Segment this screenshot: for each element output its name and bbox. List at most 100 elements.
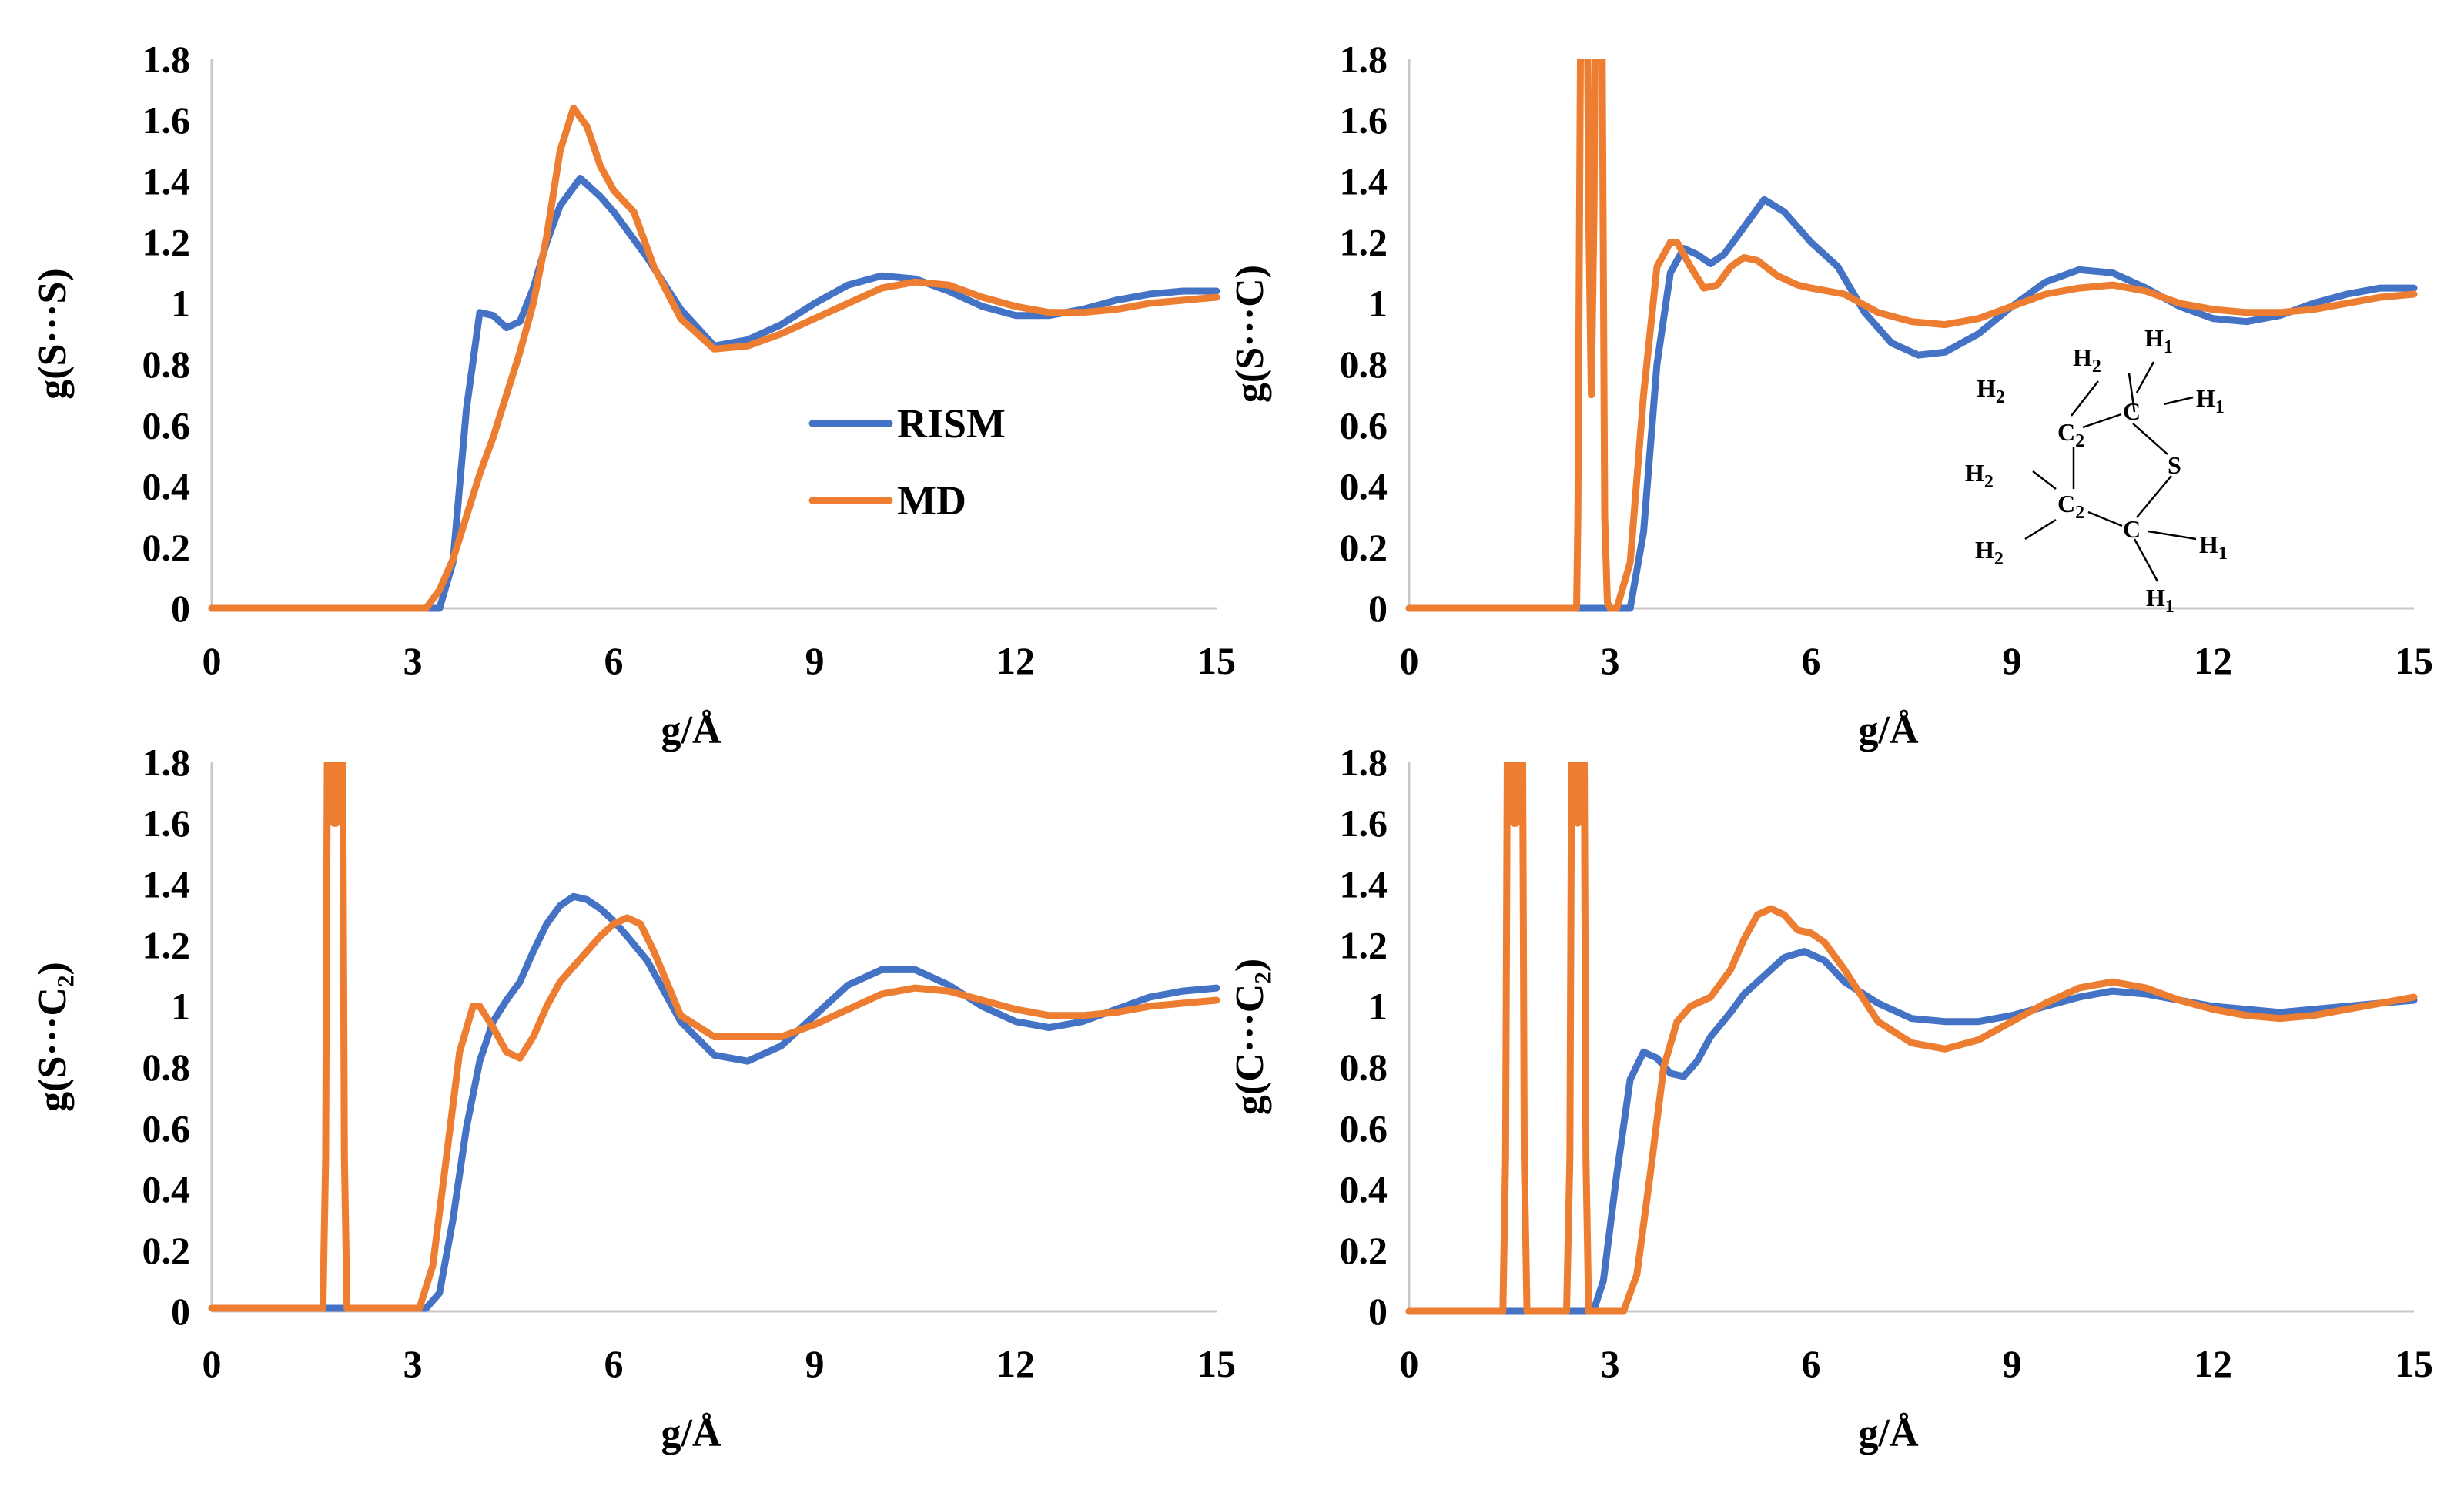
legend-label-md: MD (897, 477, 966, 524)
y-tick-label: 1.8 (142, 741, 191, 784)
x-tick-label: 12 (996, 1342, 1035, 1385)
y-tick-label: 1.2 (142, 221, 191, 264)
x-tick-label: 9 (805, 1342, 825, 1385)
y-tick-label: 1.8 (1340, 741, 1388, 784)
x-tick-label: 0 (203, 639, 222, 682)
legend-label-rism: RISM (897, 400, 1006, 447)
x-tick-label: 6 (1802, 639, 1821, 682)
y-tick-label: 1.6 (142, 99, 191, 142)
atom-h2-top: H2 (2073, 343, 2101, 377)
x-tick-label: 12 (2194, 639, 2232, 682)
y-tick-label: 1 (1368, 282, 1388, 325)
y-tick-label: 0.4 (1340, 1168, 1388, 1211)
y-tick-label: 0.8 (142, 343, 191, 386)
y-tick-label: 0.4 (142, 465, 191, 508)
x-tick-label: 3 (1601, 639, 1620, 682)
y-axis-title: g(C···C₂) (1228, 959, 1272, 1115)
y-tick-label: 0 (171, 1290, 190, 1333)
y-tick-label: 0 (1368, 587, 1388, 630)
y-tick-label: 1.2 (1340, 924, 1388, 967)
series-line-rism (208, 175, 1220, 612)
y-tick-label: 1.4 (142, 159, 191, 203)
atom-c2-lower: C2 (2057, 490, 2084, 523)
x-tick-label: 3 (403, 639, 423, 682)
atom-h1-lower-right: H1 (2199, 531, 2228, 564)
y-tick-label: 1 (1368, 985, 1388, 1028)
y-tick-label: 1.4 (1340, 159, 1388, 203)
y-tick-label: 0.6 (142, 403, 191, 447)
atom-h2-top-left: H2 (1977, 374, 2005, 407)
atom-c-lower: C (2123, 515, 2141, 543)
x-axis-title: g/Å (661, 1411, 721, 1455)
atom-c-upper: C (2123, 397, 2141, 425)
x-tick-label: 3 (403, 1342, 423, 1385)
y-tick-label: 1.6 (142, 802, 191, 845)
y-tick-label: 1 (171, 985, 190, 1028)
x-tick-label: 9 (805, 639, 825, 682)
y-tick-label: 1.2 (1340, 221, 1388, 264)
atom-c2-upper: C2 (2057, 418, 2084, 451)
y-tick-label: 0.4 (142, 1168, 191, 1211)
y-axis-title: g(S···C₂) (31, 962, 75, 1112)
y-tick-label: 0.2 (1340, 526, 1388, 569)
x-tick-label: 6 (604, 1342, 624, 1385)
atom-h1-bottom: H1 (2146, 584, 2174, 617)
panels: 0 0.2 0.4 0.6 0.8 1 1.2 1.4 1.6 1.8 0 3 6 9 12 15 g/Å g(S… (31, 38, 2433, 1455)
y-tick-label: 1.8 (142, 38, 191, 81)
y-tick-label: 0.8 (1340, 1046, 1388, 1089)
legend: RISM MD (808, 400, 1006, 524)
x-tick-label: 12 (996, 639, 1035, 682)
series-line-rism (208, 892, 1220, 1312)
atom-h2-lower-left: H2 (1975, 536, 2004, 569)
x-tick-label: 6 (1802, 1342, 1821, 1385)
x-axis-title: g/Å (1859, 1411, 1919, 1455)
chart-panel-2: 0 0.2 0.4 0.6 0.8 1 1.2 1.4 1.6 1.8 0 3 6 9 12 15 g/Å g(S… (1228, 38, 2433, 752)
chart-panel-3: 0 0.2 0.4 0.6 0.8 1 1.2 1.4 1.6 1.8 0 3 6 9 12 15 g/Å g(S… (31, 741, 1236, 1455)
y-tick-label: 1.8 (1340, 38, 1388, 81)
y-tick-label: 0 (1368, 1290, 1388, 1333)
y-axis-title: g(S···C) (1228, 265, 1272, 403)
x-tick-label: 6 (604, 639, 624, 682)
x-tick-label: 3 (1601, 1342, 1620, 1385)
y-tick-label: 0.8 (1340, 343, 1388, 386)
x-tick-label: 12 (2194, 1342, 2232, 1385)
series-line-rism (1405, 196, 2418, 612)
chart-panel-1: 0 0.2 0.4 0.6 0.8 1 1.2 1.4 1.6 1.8 0 3 6 9 12 15 g/Å g(S… (31, 38, 1236, 752)
y-tick-label: 1 (171, 282, 190, 325)
atom-h1-top-right: H1 (2196, 384, 2225, 417)
series-line-rism (1405, 948, 2418, 1315)
y-tick-label: 0.6 (142, 1106, 191, 1150)
x-tick-label: 15 (2395, 639, 2433, 682)
x-tick-label: 15 (1197, 1342, 1236, 1385)
y-tick-label: 1.2 (142, 924, 191, 967)
y-tick-label: 1.6 (1340, 99, 1388, 142)
y-tick-label: 1.6 (1340, 802, 1388, 845)
x-axis-title: g/Å (661, 708, 721, 752)
y-tick-label: 0.6 (1340, 1106, 1388, 1150)
x-tick-label: 0 (1400, 639, 1419, 682)
x-axis-title: g/Å (1859, 708, 1919, 752)
x-tick-label: 0 (1400, 1342, 1419, 1385)
y-tick-label: 0.2 (142, 526, 191, 569)
x-tick-label: 9 (2003, 1342, 2022, 1385)
x-tick-label: 9 (2003, 639, 2022, 682)
chart-panel-4: 0 0.2 0.4 0.6 0.8 1 1.2 1.4 1.6 1.8 0 3 6 9 12 15 g/Å g(C… (1228, 741, 2433, 1455)
molecule-diagram: H2 H2 H1 H1 C2 C S H2 C2 C H1 H2 H1 (1965, 324, 2228, 617)
series-line-md (208, 104, 1220, 612)
atom-s: S (2168, 451, 2181, 479)
atom-h2-left: H2 (1965, 459, 1994, 492)
y-tick-label: 0.2 (1340, 1229, 1388, 1272)
y-tick-label: 1.4 (1340, 862, 1388, 906)
series-line-md (208, 762, 1220, 1312)
y-axis-title: g(S···S) (31, 268, 75, 400)
y-tick-label: 0.4 (1340, 465, 1388, 508)
y-tick-label: 1.4 (142, 862, 191, 906)
x-tick-label: 15 (1197, 639, 1236, 682)
y-tick-label: 0 (171, 587, 190, 630)
y-tick-label: 0.8 (142, 1046, 191, 1089)
y-tick-label: 0.2 (142, 1229, 191, 1272)
atom-h1-top: H1 (2144, 324, 2173, 357)
x-tick-label: 15 (2395, 1342, 2433, 1385)
x-tick-label: 0 (203, 1342, 222, 1385)
